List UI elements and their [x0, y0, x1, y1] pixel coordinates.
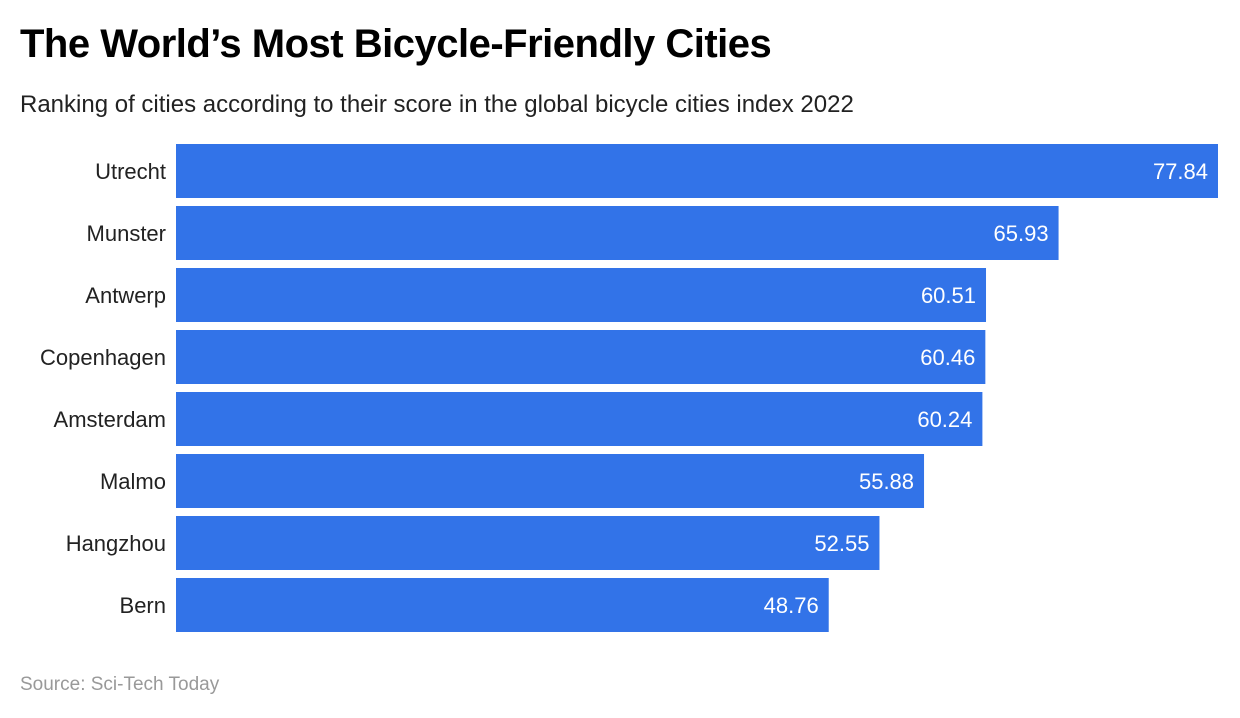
bar — [176, 330, 986, 384]
category-label: Hangzhou — [66, 531, 166, 556]
bar — [176, 268, 987, 322]
bar — [176, 516, 880, 570]
bar — [176, 206, 1059, 260]
chart-title: The World’s Most Bicycle-Friendly Cities — [20, 22, 772, 66]
category-label: Amsterdam — [54, 407, 166, 432]
source-note: Source: Sci-Tech Today — [20, 674, 220, 695]
value-label: 65.93 — [994, 221, 1049, 246]
value-label: 60.24 — [917, 407, 972, 432]
value-label: 77.84 — [1153, 159, 1208, 184]
category-label: Copenhagen — [40, 345, 166, 370]
value-label: 60.46 — [920, 345, 975, 370]
category-label: Antwerp — [85, 283, 166, 308]
category-label: Bern — [120, 593, 166, 618]
value-label: 52.55 — [814, 531, 869, 556]
value-label: 48.76 — [764, 593, 819, 618]
category-label: Malmo — [100, 469, 166, 494]
bar — [176, 454, 925, 508]
value-label: 60.51 — [921, 283, 976, 308]
category-label: Utrecht — [95, 159, 166, 184]
bar — [176, 578, 829, 632]
category-label: Munster — [87, 221, 166, 246]
bar — [176, 392, 983, 446]
chart-subtitle: Ranking of cities according to their sco… — [20, 91, 854, 118]
bar — [176, 144, 1218, 198]
value-label: 55.88 — [859, 469, 914, 494]
